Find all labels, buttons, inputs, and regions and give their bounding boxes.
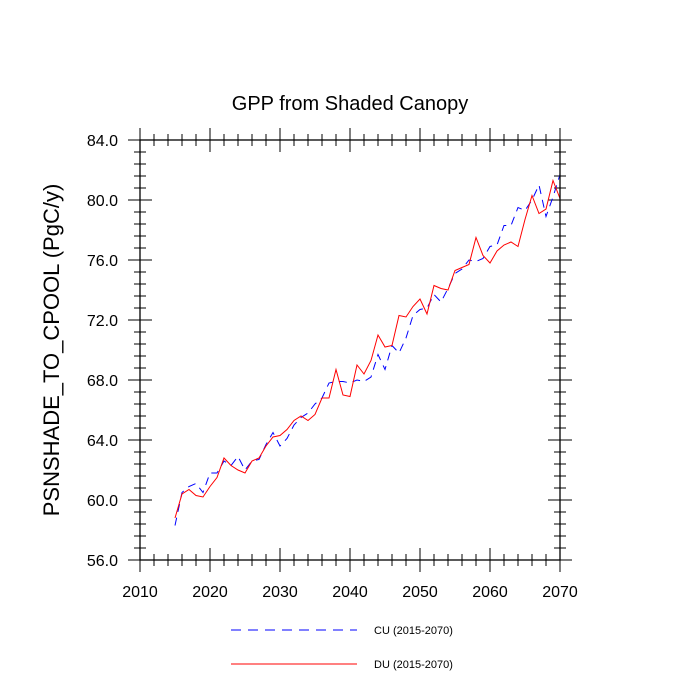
- x-tick-label: 2060: [472, 584, 508, 601]
- y-axis-label: PSNSHADE_TO_CPOOL (PgC/y): [39, 184, 64, 517]
- y-tick-label: 84.0: [87, 133, 118, 150]
- legend: CU (2015-2070) DU (2015-2070): [231, 625, 453, 671]
- legend-label-cu: CU (2015-2070): [374, 625, 453, 637]
- x-tick-label: 2050: [402, 584, 438, 601]
- x-tick-label: 2030: [262, 584, 298, 601]
- y-tick-label: 68.0: [87, 373, 118, 390]
- x-tick-label: 2070: [542, 584, 578, 601]
- axis-ticks: [128, 128, 572, 572]
- x-tick-label: 2020: [192, 584, 228, 601]
- x-tick-label: 2040: [332, 584, 368, 601]
- tick-labels: 2010 2020 2030 2040 2050 2060 2070 56.0 60.0 64.0…: [87, 133, 578, 601]
- y-tick-label: 80.0: [87, 193, 118, 210]
- series-line-cu: [174, 174, 561, 526]
- series-line-du: [174, 178, 561, 519]
- plot-lines: [174, 174, 561, 526]
- chart-title: GPP from Shaded Canopy: [232, 93, 468, 115]
- y-tick-label: 56.0: [87, 553, 118, 570]
- y-tick-label: 76.0: [87, 253, 118, 270]
- y-tick-label: 72.0: [87, 313, 118, 330]
- plot-frame: [139, 139, 561, 561]
- x-tick-label: 2010: [122, 584, 158, 601]
- legend-label-du: DU (2015-2070): [374, 659, 453, 671]
- y-tick-label: 60.0: [87, 493, 118, 510]
- y-tick-label: 64.0: [87, 433, 118, 450]
